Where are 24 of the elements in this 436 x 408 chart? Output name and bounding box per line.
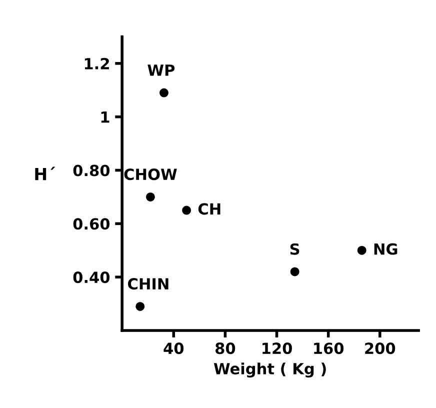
y-tick-label: 1 (101, 112, 110, 123)
y-tick-label: 1.2 (84, 58, 109, 70)
point (182, 206, 192, 215)
x-tick-label: 200 (365, 342, 396, 354)
point (357, 246, 366, 255)
annotation: S (290, 243, 300, 255)
point (136, 302, 145, 311)
y-tick-label: 0.40 (73, 272, 110, 284)
annotation: CH (198, 203, 220, 215)
x-tick-label: 40 (164, 342, 184, 354)
y-tick-label: 0.80 (73, 164, 110, 176)
annotation: CHIN (128, 278, 168, 290)
y-axis-title: H´ (35, 166, 56, 180)
annotation: NG (374, 243, 398, 255)
point (159, 88, 168, 98)
annotation: WP (148, 64, 175, 76)
x-tick-label: 120 (262, 342, 292, 354)
x-axis-title: Weight ( Kg ) (214, 362, 326, 378)
x-tick-label: 80 (216, 342, 236, 354)
annotation: CHOW (124, 168, 177, 180)
y-tick-label: 0.60 (73, 218, 110, 230)
x-tick-label: 160 (314, 342, 344, 354)
point (146, 192, 155, 202)
point (290, 267, 300, 276)
